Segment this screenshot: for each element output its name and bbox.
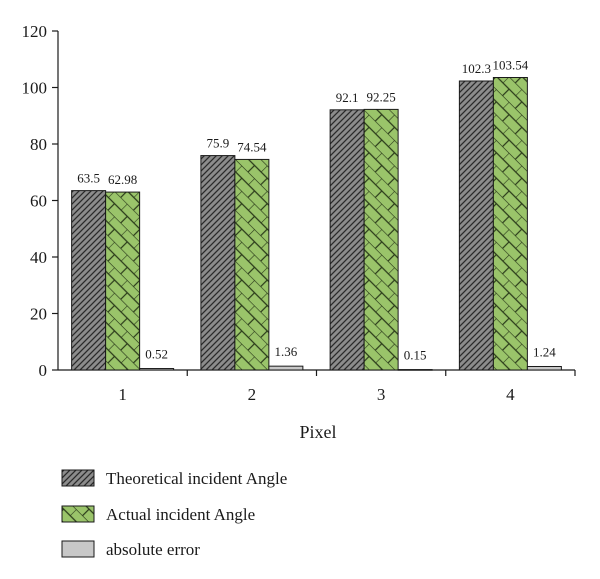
x-tick-label: 1 [118, 385, 127, 404]
x-axis-title: Pixel [299, 422, 336, 442]
x-tick-label: 3 [377, 385, 386, 404]
bar-error-1 [139, 368, 175, 371]
y-ticks: 0 20 40 60 80 100 120 [22, 22, 58, 380]
data-label: 92.25 [367, 89, 396, 104]
legend-label: Actual incident Angle [106, 505, 255, 524]
legend: Theoretical incident Angle Actual inciden… [61, 469, 287, 559]
data-label: 75.9 [207, 136, 230, 151]
bar-theoretical-1 [71, 190, 107, 371]
bar-theoretical-4 [458, 80, 494, 371]
data-label: 92.1 [336, 90, 359, 105]
y-tick-label: 120 [22, 22, 48, 41]
bars [71, 76, 562, 371]
x-tick-label: 4 [506, 385, 515, 404]
bar-theoretical-3 [329, 109, 365, 371]
data-label: 63.5 [77, 171, 100, 186]
data-label: 102.3 [462, 61, 491, 76]
data-label: 103.54 [493, 57, 529, 72]
legend-label: absolute error [106, 540, 200, 559]
y-tick-label: 60 [30, 192, 47, 211]
data-label: 74.54 [237, 139, 267, 154]
data-label: 0.15 [404, 348, 427, 363]
y-tick-label: 80 [30, 135, 47, 154]
y-tick-label: 0 [39, 361, 48, 380]
bar-theoretical-2 [200, 155, 236, 371]
x-tick-label: 2 [248, 385, 257, 404]
bar-actual-3 [363, 108, 399, 371]
bar-error-2 [268, 365, 304, 371]
bar-actual-2 [234, 158, 270, 371]
data-label: 1.36 [275, 344, 298, 359]
bar-actual-4 [492, 76, 528, 371]
y-tick-label: 40 [30, 248, 47, 267]
data-label: 62.98 [108, 172, 137, 187]
data-label: 0.52 [145, 347, 168, 362]
data-label: 1.24 [533, 344, 556, 359]
data-labels: 63.5 62.98 0.52 75.9 74.54 1.36 92.1 92.25 0.15 1… [77, 57, 556, 362]
legend-label: Theoretical incident Angle [106, 469, 287, 488]
legend-swatch [61, 505, 95, 523]
y-tick-label: 20 [30, 305, 47, 324]
legend-swatch [61, 469, 95, 487]
legend-swatch [61, 540, 95, 558]
bar-error-3 [397, 369, 433, 371]
x-ticks: 1 2 3 4 [118, 370, 576, 404]
bar-error-4 [526, 365, 562, 371]
y-tick-label: 100 [22, 79, 48, 98]
bar-actual-1 [105, 191, 141, 371]
